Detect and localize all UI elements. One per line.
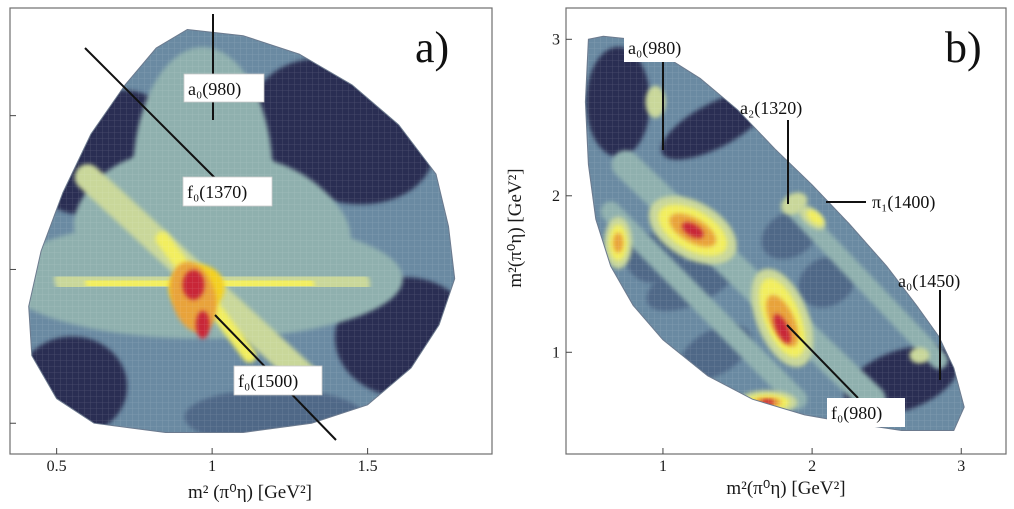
panel-b-y-axis-label: m²(π⁰η) [GeV²] bbox=[505, 168, 526, 287]
panel-b-x-axis-label: m²(π⁰η) [GeV²] bbox=[726, 478, 845, 499]
x-tick-label: 3 bbox=[957, 458, 965, 475]
panel-b-axes: 1 2 3 1 2 3 bbox=[552, 31, 965, 475]
x-tick-label: 1 bbox=[208, 458, 216, 475]
f0-1370-label-box bbox=[182, 176, 273, 207]
a0-980-label-box-a bbox=[183, 73, 265, 103]
f0-1370-line bbox=[84, 47, 233, 196]
a0-980-label-a: a₀(980) bbox=[188, 79, 241, 100]
x-tick-label: 0.5 bbox=[47, 458, 67, 475]
a2-1320-label: a₂(1320) bbox=[740, 98, 802, 119]
f0-980-label: f₀(980) bbox=[831, 403, 882, 424]
panel-b-label: b) bbox=[945, 23, 982, 72]
panel-a-boundary bbox=[28, 28, 456, 433]
x-tick-label: 1 bbox=[659, 458, 667, 475]
panel-a-x-axis-label: m² (π⁰η) [GeV²] bbox=[188, 482, 312, 503]
panel-a-label: a) bbox=[415, 23, 449, 72]
a0-1450-label: a₀(1450) bbox=[898, 271, 960, 292]
f0-1500-label: f₀(1500) bbox=[238, 371, 298, 392]
panel-b-boundary bbox=[584, 35, 965, 431]
y-tick-label: 1 bbox=[552, 344, 560, 361]
a0-980-label-b: a₀(980) bbox=[628, 38, 681, 59]
a0-980-label-box-b bbox=[624, 34, 708, 62]
f0-1500-label-box bbox=[233, 365, 323, 396]
x-tick-label: 1.5 bbox=[358, 458, 378, 475]
panel-a-axes: 0.511.50.511.5 bbox=[10, 115, 378, 475]
f0-1370-label: f₀(1370) bbox=[187, 182, 247, 203]
y-tick-label: 3 bbox=[552, 31, 560, 48]
panel-a: 0.511.50.511.5 a) m² (π⁰η) [GeV²] a₀(980… bbox=[9, 7, 493, 503]
f0-980-line bbox=[786, 324, 859, 399]
pi1-1400-label: π₁(1400) bbox=[872, 192, 935, 213]
y-tick-label: 2 bbox=[552, 188, 560, 205]
panel-a-density bbox=[28, 29, 455, 433]
x-tick-label: 2 bbox=[808, 458, 816, 475]
f0-980-label-box bbox=[827, 398, 905, 427]
